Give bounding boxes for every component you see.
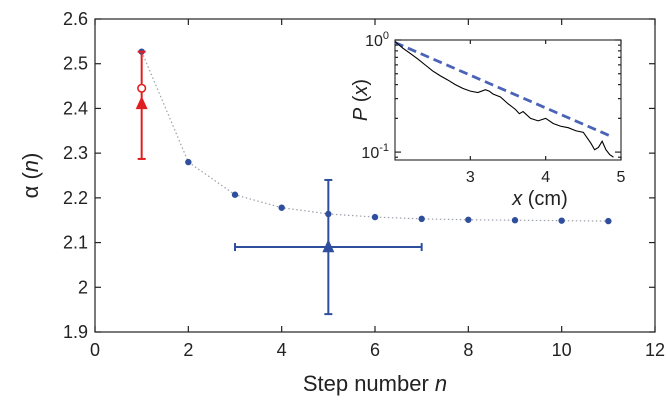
data-point [371,213,379,221]
y-tick-label: 1.9 [63,322,88,342]
inset-y-tick-base: 10 [365,33,383,50]
data-point [558,217,565,224]
inset-y-axis-label-close: ) [350,79,372,86]
x-tick-label: 4 [277,340,287,360]
data-point [418,215,425,223]
open-circle-marker [137,83,147,93]
x-tick-label: 2 [183,340,193,360]
inset-fit-line [394,41,611,137]
y-tick-label: 2.3 [63,143,88,163]
inset-y-tick-exp: 0 [383,30,389,42]
data-point [465,216,472,223]
inset-y-tick-exp: -1 [379,142,389,154]
x-tick-label: 10 [552,340,572,360]
inset-x-axis-label: x (cm) [511,188,568,210]
y-tick-label: 2.6 [63,9,88,29]
x-axis-label: Step number n [303,371,447,396]
triangle-marker [135,96,148,110]
inset-frame [394,39,622,161]
inset-x-tick-label: 5 [617,169,626,186]
inset-y-tick-base: 10 [361,145,379,162]
data-point [605,217,612,225]
y-axis-label: α (n) [18,153,43,199]
y-tick-label: 2.5 [63,54,88,74]
x-tick-label: 0 [90,340,100,360]
y-axis-label-close: ) [18,153,43,160]
y-tick-label: 2 [78,277,88,297]
inset-x-tick-label: 3 [466,169,475,186]
x-axis-label-var: n [435,371,447,396]
inset-y-axis-label-x: x [350,85,372,97]
x-axis-label-text: Step number [303,371,435,396]
data-point [511,217,519,224]
inset-x-axis-label-text: (cm) [522,188,568,210]
main-plot: 0 2 4 6 8 10 12 1.9 2 2.1 2.2 2.3 2.4 2.5 2.6 Step numb… [18,9,665,396]
data-point [185,158,192,166]
y-tick-label: 2.1 [63,233,88,253]
y-axis-label-var: n [18,160,43,172]
inset-y-axis-label-var: P [350,107,372,121]
triangle-marker [322,239,335,253]
inset-y-axis-label: P (x) [350,79,372,121]
inset-x-tick-label: 4 [541,169,550,186]
inset-y-axis-label-open: ( [350,95,372,108]
y-tick-label: 2.4 [63,98,88,118]
inset-y-tick-label: 10-1 [361,142,389,162]
inset-x-axis-label-var: x [511,188,523,210]
inset-empirical-curve [394,41,614,158]
y-axis-label-text: α ( [18,172,43,199]
x-tick-label: 12 [645,340,665,360]
data-point [231,191,239,198]
x-tick-label: 6 [370,340,380,360]
inset-y-tick-label: 100 [365,30,389,50]
y-tick-label: 2.2 [63,188,88,208]
data-point [278,204,285,211]
x-tick-label: 8 [463,340,473,360]
